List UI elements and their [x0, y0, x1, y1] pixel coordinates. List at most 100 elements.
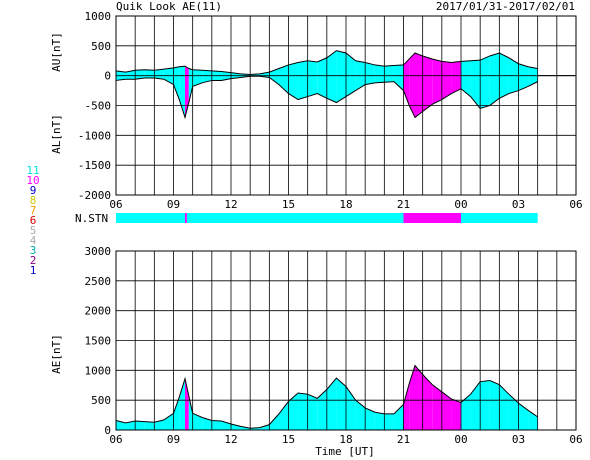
au-al-band-segment	[518, 63, 529, 91]
y-tick-label: 2500	[85, 275, 112, 288]
au-al-band-segment	[441, 61, 452, 100]
legend-station-number: 5	[30, 224, 37, 237]
ae-area-segment	[374, 412, 385, 430]
y-tick-label: 0	[104, 424, 111, 437]
au-al-band-segment	[317, 57, 327, 99]
ae-area-segment	[336, 378, 346, 430]
ae-area-segment	[269, 413, 279, 430]
x-tick-label: 06	[109, 198, 122, 211]
ae-area-segment	[409, 365, 415, 430]
au-al-band-segment	[173, 66, 180, 100]
x-tick-label: 21	[397, 198, 410, 211]
x-tick-label: 12	[224, 433, 237, 446]
y-tick-label: 0	[104, 70, 111, 83]
time-axis-label: Time [UT]	[315, 445, 375, 458]
au-al-band-segment	[269, 68, 279, 85]
ae-area-segment	[116, 420, 126, 430]
au-al-band-segment	[202, 70, 212, 83]
date-range: 2017/01/31-2017/02/01	[436, 0, 575, 13]
legend-station-number: 11	[26, 164, 39, 177]
au-al-x-ticks: 06 09 12 15 18 21 00 03 06	[109, 198, 582, 211]
x-tick-label: 18	[339, 198, 352, 211]
ae-area-segment	[202, 417, 212, 430]
ae-area-segment	[185, 378, 189, 430]
ae-area-segment	[518, 403, 529, 430]
ae-frame	[115, 250, 577, 431]
ae-area-segment	[231, 424, 241, 430]
ae-area-segment	[154, 419, 164, 430]
au-al-band-segment	[154, 69, 164, 80]
ae-area-segment	[163, 413, 174, 430]
au-series-line	[115, 50, 538, 75]
chart-title: Quik Look AE(11)	[116, 0, 222, 13]
station-count-bar	[116, 213, 538, 223]
ae-area-segment	[384, 413, 394, 430]
au-al-band-segment	[489, 52, 500, 106]
au-al-band-segment	[451, 61, 461, 94]
ae-area-segment	[441, 391, 452, 430]
al-axis-label: AL[nT]	[50, 114, 63, 154]
legend-station-number: 2	[30, 254, 37, 267]
x-tick-label: 18	[339, 433, 352, 446]
au-al-band-segment	[432, 58, 442, 105]
ae-area-segment	[221, 421, 231, 430]
au-al-y-ticks: 1000 500 0 -500 -1000 -1500 -2000	[78, 10, 111, 202]
x-tick-label: 21	[397, 433, 410, 446]
ae-area-segment	[355, 400, 366, 430]
ae-area-segment	[489, 380, 500, 430]
ae-area-segment	[179, 378, 185, 430]
x-tick-label: 00	[454, 433, 467, 446]
ae-area-segment	[422, 374, 433, 430]
legend-station-number: 7	[30, 204, 37, 217]
ae-area-segment	[461, 394, 471, 430]
ae-area-segment	[508, 394, 519, 430]
legend-station-number: 3	[30, 244, 37, 257]
x-tick-label: 06	[569, 433, 582, 446]
legend-station-number: 8	[30, 194, 37, 207]
legend-station-number: 10	[26, 174, 39, 187]
ae-area-segment	[317, 389, 327, 430]
au-al-band-segment	[125, 70, 136, 80]
station-bar-segment	[185, 213, 187, 223]
legend-station-number: 6	[30, 214, 37, 227]
x-tick-label: 00	[454, 198, 467, 211]
ae-axis-label: AE[nT]	[50, 334, 63, 374]
au-al-frame	[115, 15, 577, 196]
au-al-band-segment	[409, 52, 415, 118]
ae-area-segment	[188, 395, 193, 430]
x-tick-label: 03	[512, 198, 525, 211]
ae-area-segment	[480, 380, 490, 430]
y-tick-label: 500	[91, 40, 111, 53]
station-bar-segment	[461, 213, 538, 223]
x-tick-label: 12	[224, 198, 237, 211]
ae-area-segment	[403, 383, 410, 430]
au-al-band-segment	[144, 69, 155, 79]
au-al-band-segment	[374, 64, 385, 83]
ae-area-segment	[288, 393, 299, 430]
au-al-band-segment	[346, 52, 356, 97]
y-tick-label: 500	[91, 394, 111, 407]
ae-area-segment	[259, 424, 270, 430]
legend-station-number: 4	[30, 234, 37, 247]
ae-area	[115, 364, 538, 430]
y-tick-label: -1000	[78, 129, 111, 142]
au-al-band-segment	[135, 69, 145, 80]
y-tick-label: 1000	[85, 10, 112, 23]
ae-area-segment	[451, 398, 461, 430]
legend-station-number: 1	[30, 264, 37, 277]
au-al-band-segment	[528, 66, 538, 87]
ae-area-segment	[432, 384, 442, 430]
x-tick-label: 03	[512, 433, 525, 446]
au-al-band-segment	[480, 55, 490, 109]
y-tick-label: 2000	[85, 305, 112, 318]
y-tick-label: 1000	[85, 364, 112, 377]
station-bar-segment	[116, 213, 185, 223]
x-tick-label: 09	[167, 198, 180, 211]
ae-area-segment	[211, 420, 222, 430]
au-al-band-segment	[307, 60, 318, 97]
au-al-band-segment	[179, 66, 185, 118]
station-bar-segment	[186, 213, 404, 223]
x-tick-label: 15	[282, 433, 295, 446]
au-al-band-segment	[461, 60, 471, 97]
x-tick-label: 06	[569, 198, 582, 211]
